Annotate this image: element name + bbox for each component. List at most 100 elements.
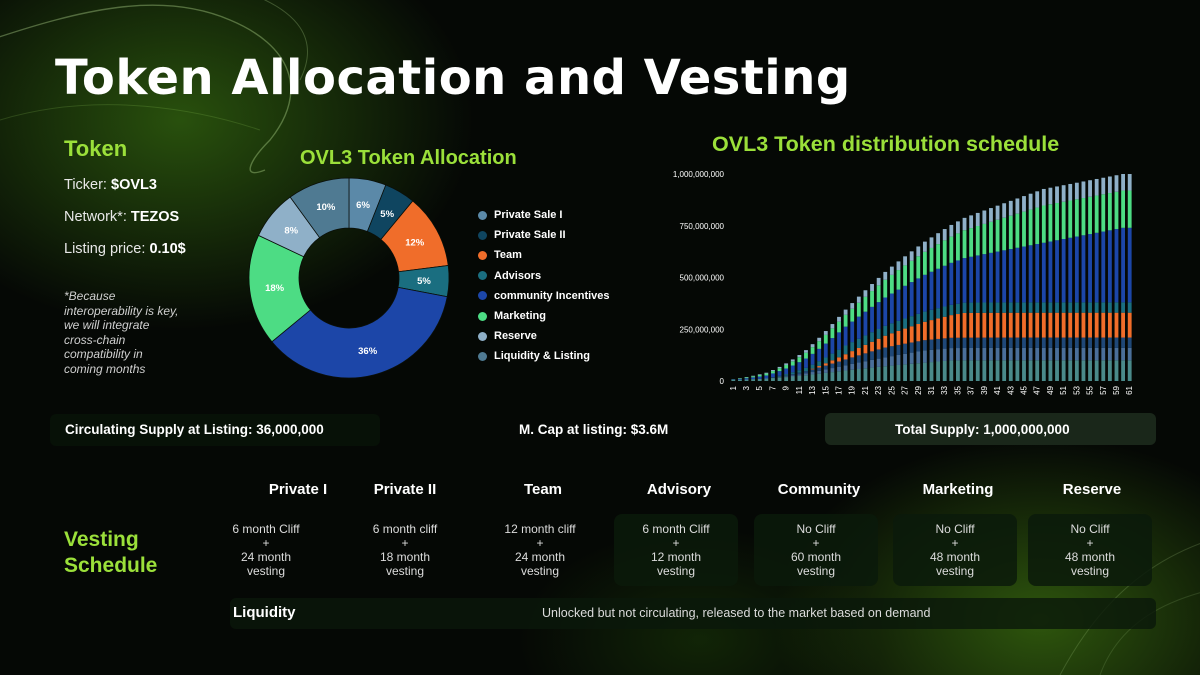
bar-segment xyxy=(856,369,861,381)
bar-segment xyxy=(989,208,993,222)
bar-segment xyxy=(916,351,921,364)
bar-segment xyxy=(790,361,795,366)
bar-segment xyxy=(823,363,828,366)
bar-segment xyxy=(856,355,861,363)
bar-segment xyxy=(1127,190,1132,228)
vesting-cliff: 6 month Cliff xyxy=(232,522,300,536)
bar-segment xyxy=(784,374,789,376)
vesting-word: vesting xyxy=(1070,564,1110,578)
bar-segment xyxy=(975,347,980,361)
bar-segment xyxy=(1022,196,1026,212)
bar-segment xyxy=(837,332,841,350)
bar-segment xyxy=(744,378,749,380)
bar-segment xyxy=(1114,229,1119,303)
bar-segment xyxy=(903,285,907,319)
bar-segment xyxy=(870,291,874,307)
vesting-term-cell: No Cliff + 48 month vesting xyxy=(893,514,1017,586)
x-tick-label: 43 xyxy=(1006,385,1015,394)
total-supply-panel xyxy=(825,413,1156,445)
bar-segment xyxy=(883,366,888,381)
circulating-supply-panel xyxy=(50,414,380,446)
bar-segment xyxy=(737,379,742,381)
bar-segment xyxy=(1028,209,1033,246)
bar-segment xyxy=(1041,302,1046,313)
bar-segment xyxy=(929,339,934,350)
bar-segment xyxy=(837,316,841,322)
bar-segment xyxy=(1101,302,1106,313)
bar-segment xyxy=(790,365,795,373)
legend-item: Private Sale II xyxy=(478,225,610,245)
bar-segment xyxy=(1015,312,1020,338)
bar-segment xyxy=(936,361,941,381)
bar-segment xyxy=(995,312,1000,338)
bar-segment xyxy=(751,376,756,378)
bar-segment xyxy=(1107,302,1112,313)
x-tick-label: 35 xyxy=(953,385,962,394)
bar-segment xyxy=(1074,347,1079,361)
bar-segment xyxy=(989,347,993,361)
vesting-term-cell: 6 month Cliff + 24 month vesting xyxy=(204,514,328,586)
bar-segment xyxy=(863,290,868,297)
bar-segment xyxy=(1061,347,1066,361)
legend-label: community Incentives xyxy=(494,289,610,302)
bar-segment xyxy=(830,353,835,361)
x-tick-label: 55 xyxy=(1086,385,1095,394)
bar-segment xyxy=(903,328,907,344)
bar-segment xyxy=(830,368,835,373)
vesting-cliff: No Cliff xyxy=(1070,522,1110,536)
bar-segment xyxy=(956,221,960,234)
x-tick-label: 33 xyxy=(940,385,949,394)
bar-segment xyxy=(790,376,795,381)
bar-segment xyxy=(1074,182,1079,200)
bar-segment xyxy=(942,360,947,381)
vesting-cliff: 6 month Cliff xyxy=(642,522,710,536)
donut-slice-label: 10% xyxy=(316,202,336,213)
bar-segment xyxy=(797,362,802,371)
bar-segment xyxy=(1022,302,1026,313)
bar-segment xyxy=(797,357,802,363)
bar-segment xyxy=(1114,360,1119,381)
bar-segment xyxy=(1127,360,1132,381)
bar-segment xyxy=(1081,302,1086,313)
bar-segment xyxy=(1068,312,1073,338)
bar-segment xyxy=(810,374,815,381)
bar-segment xyxy=(1121,347,1126,361)
bar-segment xyxy=(889,346,894,357)
legend-dot xyxy=(478,331,487,341)
bar-segment xyxy=(1068,360,1073,381)
donut-slice-label: 8% xyxy=(284,226,298,237)
bar-segment xyxy=(982,302,987,313)
bar-segment xyxy=(817,337,822,342)
bar-segment xyxy=(764,373,769,376)
bar-segment xyxy=(949,236,954,263)
bar-segment xyxy=(850,369,855,381)
bar-segment xyxy=(804,371,808,374)
bar-segment xyxy=(929,271,934,310)
y-tick-label: 500,000,000 xyxy=(680,274,725,283)
bar-segment xyxy=(771,373,775,378)
ticker-value: $OVL3 xyxy=(111,177,157,193)
bar-segment xyxy=(949,348,954,361)
bar-segment xyxy=(889,293,894,324)
ticker-line: Ticker: $OVL3 xyxy=(64,177,157,193)
bar-segment xyxy=(837,357,841,362)
bar-segment xyxy=(1028,302,1033,313)
bar-segment xyxy=(810,353,815,365)
bar-segment xyxy=(876,349,881,359)
bar-segment xyxy=(956,314,960,338)
bar-segment xyxy=(962,360,967,381)
allocation-chart-title: OVL3 Token Allocation xyxy=(300,147,517,169)
bar-segment xyxy=(896,270,901,290)
vesting-term-cell: No Cliff + 60 month vesting xyxy=(754,514,878,586)
bar-segment xyxy=(956,233,960,261)
bar-segment xyxy=(1061,185,1066,202)
bar-segment xyxy=(1088,302,1092,313)
bar-segment xyxy=(777,368,782,372)
bar-segment xyxy=(1055,302,1059,313)
bar-segment xyxy=(1074,302,1079,313)
bar-segment xyxy=(1068,337,1073,348)
bar-segment xyxy=(903,364,907,381)
bar-segment xyxy=(856,316,861,339)
bar-segment xyxy=(896,261,901,271)
bar-segment xyxy=(995,360,1000,381)
